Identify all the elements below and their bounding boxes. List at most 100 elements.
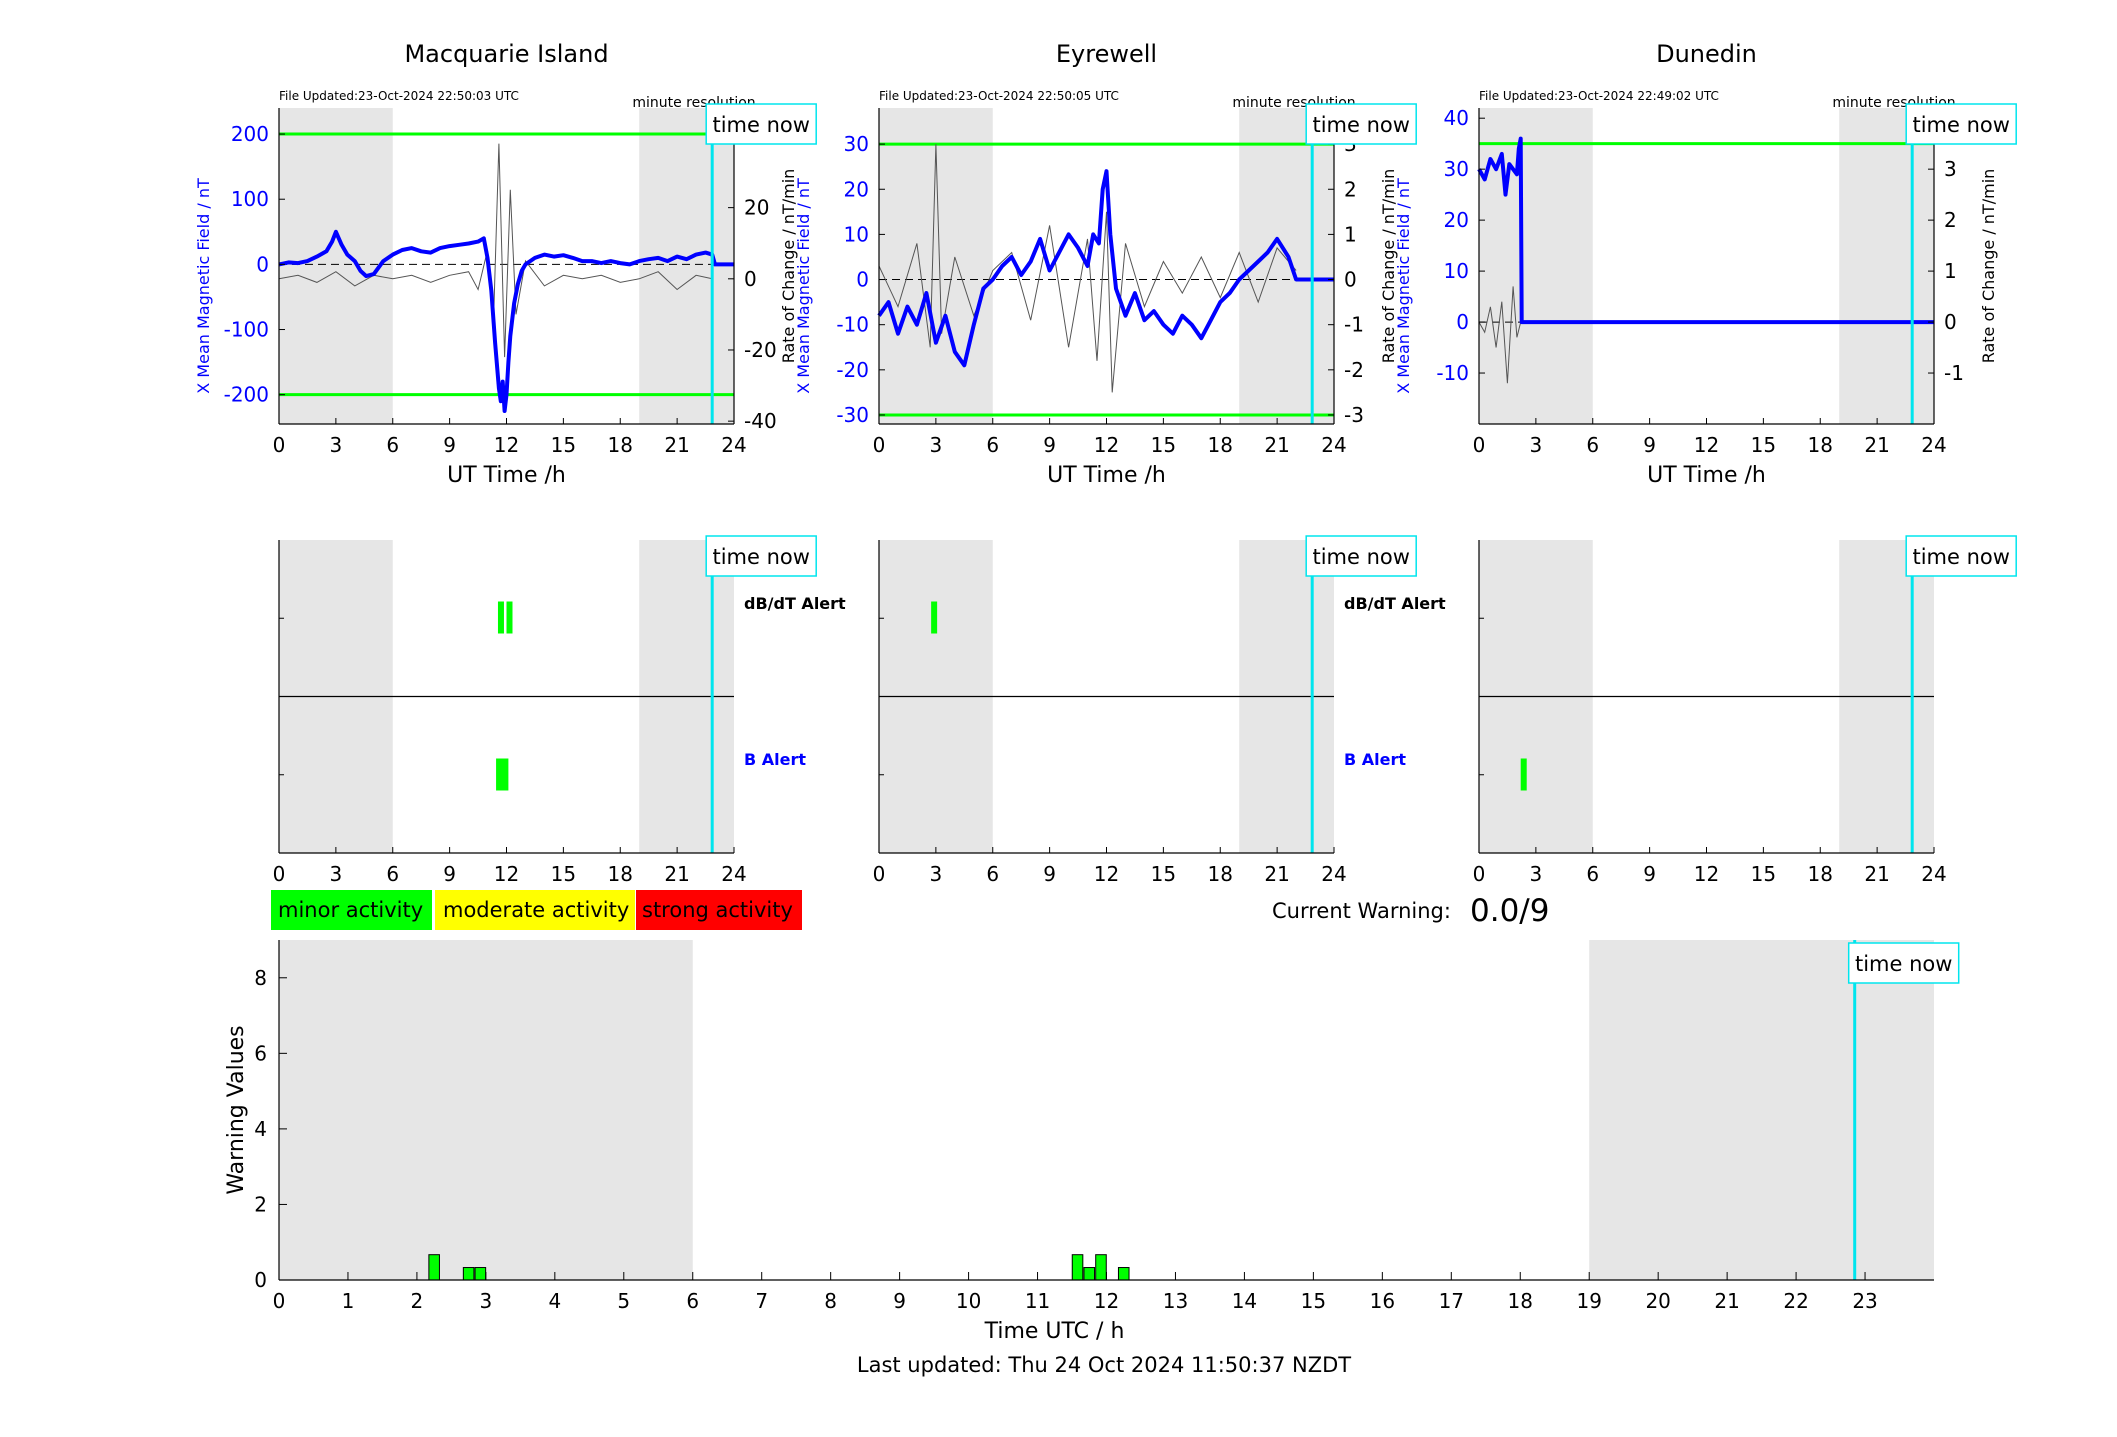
x-tick-label: 15 (1151, 862, 1176, 886)
y-axis-label-left: X Mean Magnetic Field / nT (794, 178, 813, 394)
x-tick-label: 7 (755, 1289, 768, 1313)
x-tick-label: 5 (617, 1289, 630, 1313)
x-tick-label: 21 (1864, 862, 1889, 886)
x-tick-label: 9 (443, 433, 456, 457)
time-now-box (1905, 103, 2017, 145)
y-tick-label-left: -20 (836, 358, 869, 382)
y-tick-label-right: 0 (744, 267, 757, 291)
y-tick-label: 6 (254, 1041, 267, 1065)
station-title: Dunedin (1656, 40, 1757, 68)
time-now-label: time now (1855, 952, 1952, 976)
x-tick-label: 23 (1852, 1289, 1877, 1313)
x-tick-label: 0 (273, 862, 286, 886)
x-tick-label: 14 (1232, 1289, 1257, 1313)
warning-bar (1071, 1254, 1084, 1281)
x-tick-label: 8 (824, 1289, 837, 1313)
y-axis-label-left: X Mean Magnetic Field / nT (1394, 178, 1413, 394)
y-tick-label-left: 30 (844, 132, 869, 156)
station-plot-eyrewell: 03691215182124-30-20-100102030-3-2-10123… (794, 40, 1417, 488)
x-tick-label: 9 (1643, 862, 1656, 886)
legend-minor-label: minor activity (278, 898, 423, 922)
legend-strong-swatch (636, 890, 802, 930)
x-tick-label: 3 (330, 433, 343, 457)
x-tick-label: 9 (893, 1289, 906, 1313)
station-plot-dunedin: 03691215182124-10010203040-101234Dunedin… (1394, 40, 2017, 488)
x-tick-label: 21 (664, 862, 689, 886)
legend-strong-label: strong activity (642, 898, 793, 922)
x-tick-label: 9 (443, 862, 456, 886)
dbdt-alert-label: dB/dT Alert (744, 594, 846, 613)
x-tick-label: 21 (1264, 433, 1289, 457)
y-tick-label-left: 200 (231, 122, 269, 146)
warning-bar (474, 1267, 487, 1281)
x-tick-label: 18 (1208, 433, 1233, 457)
alert-plot-eyrewell: 0 3 6 9 12 15 18 21 24 dB/dT Alert B Alert time now (873, 535, 1446, 886)
y-axis-label-left: X Mean Magnetic Field / nT (194, 178, 213, 394)
magnetic-field-line (1477, 136, 1934, 325)
alert-plot-dunedin: 0 3 6 9 12 15 18 21 24 time now (1473, 535, 2017, 886)
x-tick-label: 0 (1473, 433, 1486, 457)
y-tick-label-right: 1 (1344, 222, 1357, 246)
y-tick-label-left: -200 (224, 383, 269, 407)
night-band (1839, 108, 1934, 424)
x-tick-label: 9 (1043, 862, 1056, 886)
warning-bar (1083, 1267, 1096, 1281)
time-now-label: time now (1912, 545, 2009, 569)
time-now-box (705, 103, 817, 145)
station-title: Macquarie Island (404, 40, 608, 68)
rate-of-change-line (1478, 286, 1522, 384)
y-tick-label-right: 0 (1344, 268, 1357, 292)
legend-minor-swatch (271, 890, 432, 930)
x-axis-label: UT Time /h (447, 463, 566, 488)
warning-bar (1117, 1267, 1130, 1281)
x-tick-label: 21 (1714, 1289, 1739, 1313)
y-tick-label-left: 0 (856, 268, 869, 292)
x-tick-label: 18 (1808, 862, 1833, 886)
warning-bar (428, 1254, 440, 1281)
night-band (279, 940, 693, 1280)
y-tick-label-right: 1 (1944, 259, 1957, 283)
x-tick-label: 21 (1264, 862, 1289, 886)
y-tick-label-left: -10 (1436, 361, 1469, 385)
y-tick-label-right: -3 (1344, 403, 1364, 427)
x-tick-label: 18 (608, 862, 633, 886)
station-plot-macquarie-island: 03691215182124-200-1000100200-40-2002040… (194, 40, 817, 488)
x-tick-label: 21 (664, 433, 689, 457)
y-tick-label-left: 100 (231, 187, 269, 211)
x-tick-label: 22 (1783, 1289, 1808, 1313)
x-tick-label: 9 (1043, 433, 1056, 457)
x-tick-label: 6 (1586, 433, 1599, 457)
x-tick-label: 13 (1163, 1289, 1188, 1313)
y-tick-label-right: -2 (1344, 358, 1364, 382)
y-tick-label-right: 0 (1944, 310, 1957, 334)
dbdt-alert-mark (506, 601, 513, 634)
x-tick-label: 12 (1094, 862, 1119, 886)
x-tick-label: 12 (494, 433, 519, 457)
x-axis-label: Time UTC / h (984, 1319, 1125, 1344)
rate-of-change-line (278, 143, 713, 358)
legend-moderate-label: moderate activity (443, 898, 629, 922)
x-axis-label: UT Time /h (1047, 463, 1166, 488)
last-updated: Last updated: Thu 24 Oct 2024 11:50:37 N… (857, 1353, 1351, 1377)
warning-bar (1095, 1254, 1107, 1281)
file-updated: File Updated:23-Oct-2024 22:49:02 UTC (1479, 89, 1719, 103)
y-tick-label-right: 20 (744, 196, 769, 220)
x-axis-label: UT Time /h (1647, 463, 1766, 488)
x-tick-label: 0 (273, 1289, 286, 1313)
activity-legend: minor activity moderate activity strong … (271, 890, 802, 930)
y-tick-label-left: 0 (1456, 310, 1469, 334)
y-tick-label-right: -20 (744, 338, 777, 362)
y-axis-label: Warning Values (224, 1025, 249, 1194)
x-tick-label: 12 (494, 862, 519, 886)
x-tick-label: 15 (1301, 1289, 1326, 1313)
y-tick-label-left: 10 (844, 222, 869, 246)
time-now-label: time now (1912, 113, 2009, 137)
b-alert-label: B Alert (744, 750, 806, 769)
y-tick-label-left: 20 (1444, 208, 1469, 232)
x-tick-label: 6 (386, 433, 399, 457)
night-band (1589, 940, 1934, 1280)
x-tick-label: 0 (873, 433, 886, 457)
x-tick-label: 6 (1586, 862, 1599, 886)
b-alert-mark (496, 758, 509, 791)
